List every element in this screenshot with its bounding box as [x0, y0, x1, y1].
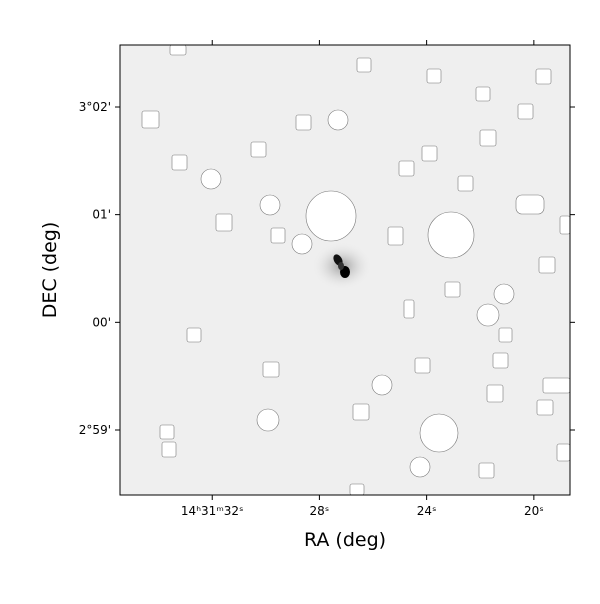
y-tick-label: 3°02': [79, 100, 111, 114]
y-tick-label: 00': [92, 315, 111, 329]
x-tick-label: 20ˢ: [524, 504, 544, 518]
x-tick-label: 24ˢ: [417, 504, 437, 518]
y-tick-label: 01': [92, 208, 111, 222]
plot-frame: [119, 44, 571, 496]
x-tick-label: 28ˢ: [310, 504, 330, 518]
masked-regions: [141, 44, 571, 496]
x-axis-label: RA (deg): [304, 529, 386, 551]
galaxy: [312, 242, 372, 290]
y-axis-label: DEC (deg): [39, 222, 61, 319]
y-tick-label: 2°59': [79, 423, 111, 437]
x-tick-label: 14ʰ31ᵐ32ˢ: [181, 504, 244, 518]
